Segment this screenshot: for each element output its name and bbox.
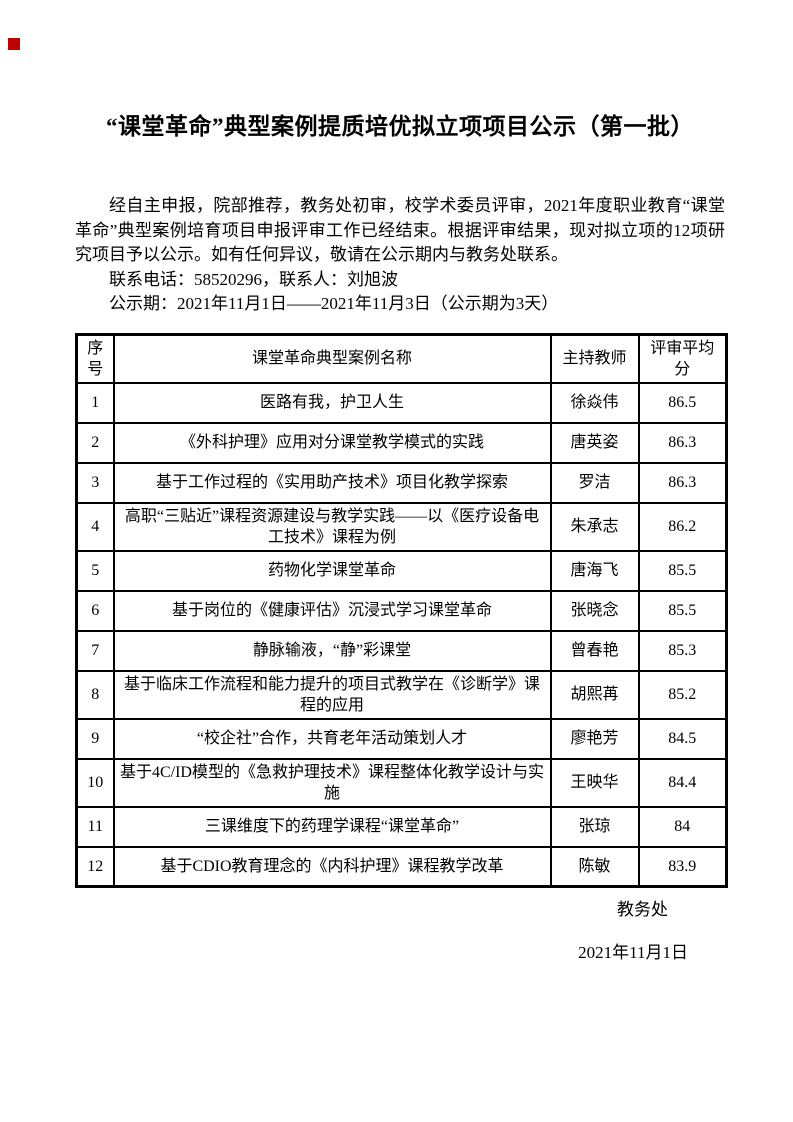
row-case-name: 基于临床工作流程和能力提升的项目式教学在《诊断学》课程的应用 (112, 669, 552, 720)
row-case-name: 药物化学课堂革命 (112, 549, 552, 592)
table-row: 12 基于CDIO教育理念的《内科护理》课程教学改革 陈敏 83.9 (75, 845, 728, 888)
row-serial-number: 4 (75, 501, 115, 552)
row-case-name: 基于4C/ID模型的《急救护理技术》课程整体化教学设计与实施 (112, 757, 552, 808)
contact-line: 联系电话：58520296，联系人：刘旭波 (109, 269, 398, 289)
row-serial-number: 6 (75, 589, 115, 632)
row-serial-number: 9 (75, 717, 115, 760)
row-case-name: 基于工作过程的《实用助产技术》项目化教学探索 (112, 461, 552, 504)
row-average-score: 85.5 (637, 549, 728, 592)
row-teacher-name: 徐焱伟 (549, 381, 640, 424)
row-average-score: 85.5 (637, 589, 728, 632)
row-serial-number: 8 (75, 669, 115, 720)
row-average-score: 85.2 (637, 669, 728, 720)
row-serial-number: 10 (75, 757, 115, 808)
table-row: 6 基于岗位的《健康评估》沉浸式学习课堂革命 张晓念 85.5 (75, 589, 728, 632)
row-teacher-name: 王映华 (549, 757, 640, 808)
row-teacher-name: 曾春艳 (549, 629, 640, 672)
announcement-document: “课堂革命”典型案例提质培优拟立项项目公示（第一批） 经自主申报，院部推荐，教务… (75, 0, 728, 963)
row-case-name: 基于岗位的《健康评估》沉浸式学习课堂革命 (112, 589, 552, 632)
row-case-name: “校企社”合作，共育老年活动策划人才 (112, 717, 552, 760)
row-case-name: 《外科护理》应用对分课堂教学模式的实践 (112, 421, 552, 464)
row-average-score: 83.9 (637, 845, 728, 888)
table-row: 10 基于4C/ID模型的《急救护理技术》课程整体化教学设计与实施 王映华 84.4 (75, 757, 728, 808)
row-case-name: 基于CDIO教育理念的《内科护理》课程教学改革 (112, 845, 552, 888)
row-case-name: 高职“三贴近”课程资源建设与教学实践——以《医疗设备电工技术》课程为例 (112, 501, 552, 552)
row-teacher-name: 唐英姿 (549, 421, 640, 464)
row-serial-number: 1 (75, 381, 115, 424)
table-row: 8 基于临床工作流程和能力提升的项目式教学在《诊断学》课程的应用 胡熙苒 85.2 (75, 669, 728, 720)
row-average-score: 84.4 (637, 757, 728, 808)
row-teacher-name: 陈敏 (549, 845, 640, 888)
publicity-period-line: 公示期：2021年11月1日——2021年11月3日（公示期为3天） (109, 294, 559, 314)
intro-paragraph: 经自主申报，院部推荐，教务处初审，校学术委员评审，2021年度职业教育“课堂革命… (75, 196, 725, 265)
table-row: 3 基于工作过程的《实用助产技术》项目化教学探索 罗洁 86.3 (75, 461, 728, 504)
row-average-score: 84.5 (637, 717, 728, 760)
projects-table: 序号 课堂革命典型案例名称 主持教师 评审平均分 1 医路有我，护卫人生 徐焱伟 86… (75, 332, 728, 889)
row-teacher-name: 罗洁 (549, 461, 640, 504)
red-marker (8, 38, 20, 50)
row-serial-number: 11 (75, 805, 115, 848)
table-row: 11 三课维度下的药理学课程“课堂革命” 张琼 84 (75, 805, 728, 848)
row-average-score: 86.3 (637, 421, 728, 464)
row-serial-number: 5 (75, 549, 115, 592)
table-header-row: 序号 课堂革命典型案例名称 主持教师 评审平均分 (75, 333, 728, 384)
row-teacher-name: 胡熙苒 (549, 669, 640, 720)
page-title: “课堂革命”典型案例提质培优拟立项项目公示（第一批） (106, 114, 694, 139)
header-serial-number: 序号 (75, 333, 115, 384)
row-average-score: 86.2 (637, 501, 728, 552)
header-teacher: 主持教师 (549, 333, 640, 384)
row-serial-number: 7 (75, 629, 115, 672)
table-row: 9 “校企社”合作，共育老年活动策划人才 廖艳芳 84.5 (75, 717, 728, 760)
row-teacher-name: 廖艳芳 (549, 717, 640, 760)
row-average-score: 84 (637, 805, 728, 848)
row-case-name: 三课维度下的药理学课程“课堂革命” (112, 805, 552, 848)
row-average-score: 85.3 (637, 629, 728, 672)
row-average-score: 86.3 (637, 461, 728, 504)
row-average-score: 86.5 (637, 381, 728, 424)
table-row: 7 静脉输液，“静”彩课堂 曾春艳 85.3 (75, 629, 728, 672)
signature-department: 教务处 (617, 900, 668, 920)
row-serial-number: 12 (75, 845, 115, 888)
row-teacher-name: 唐海飞 (549, 549, 640, 592)
table-row: 5 药物化学课堂革命 唐海飞 85.5 (75, 549, 728, 592)
row-serial-number: 3 (75, 461, 115, 504)
row-teacher-name: 朱承志 (549, 501, 640, 552)
table-row: 2 《外科护理》应用对分课堂教学模式的实践 唐英姿 86.3 (75, 421, 728, 464)
header-case-name: 课堂革命典型案例名称 (112, 333, 552, 384)
row-serial-number: 2 (75, 421, 115, 464)
table-row: 4 高职“三贴近”课程资源建设与教学实践——以《医疗设备电工技术》课程为例 朱承志 8… (75, 501, 728, 552)
table-row: 1 医路有我，护卫人生 徐焱伟 86.5 (75, 381, 728, 424)
row-teacher-name: 张晓念 (549, 589, 640, 632)
row-case-name: 医路有我，护卫人生 (112, 381, 552, 424)
row-teacher-name: 张琼 (549, 805, 640, 848)
signature-date: 2021年11月1日 (578, 943, 688, 963)
row-case-name: 静脉输液，“静”彩课堂 (112, 629, 552, 672)
table-body: 1 医路有我，护卫人生 徐焱伟 86.5 2 《外科护理》应用对分课堂教学模式的实践 唐英姿… (75, 381, 728, 888)
header-average-score: 评审平均分 (637, 333, 728, 384)
